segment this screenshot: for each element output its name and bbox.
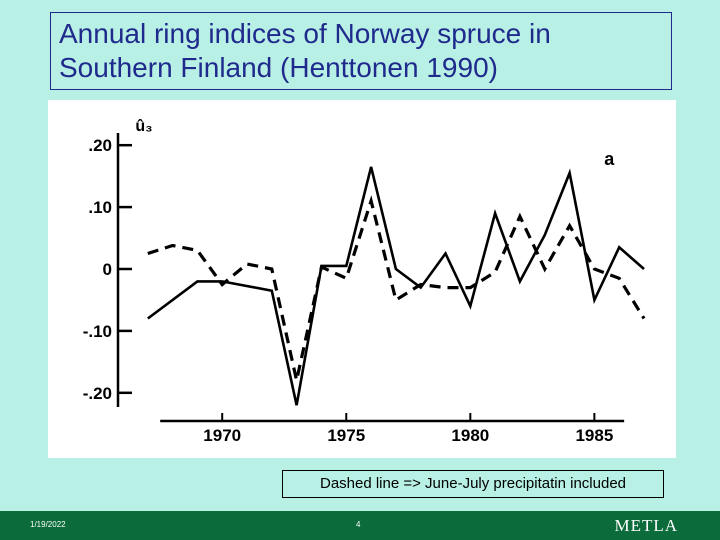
y-tick-label: -.10 xyxy=(83,322,112,341)
title-line-1: Annual ring indices of Norway spruce in xyxy=(59,18,551,49)
y-axis-label: û₃ xyxy=(135,118,152,135)
ring-index-chart: .20 .10 0 -.10 -.20 1970 1975 1980 1985 û₃ a xyxy=(83,118,646,445)
x-tick-label: 1970 xyxy=(203,426,241,445)
x-tick-label: 1985 xyxy=(575,426,613,445)
y-tick-label: .20 xyxy=(88,136,112,155)
y-tick-label: .10 xyxy=(88,198,112,217)
y-tick-label: 0 xyxy=(103,260,112,279)
x-tick-label: 1975 xyxy=(327,426,365,445)
footer-date: 1/19/2022 xyxy=(30,520,66,529)
footer-page-number: 4 xyxy=(356,520,361,529)
slide-title: Annual ring indices of Norway spruce in … xyxy=(50,12,672,90)
title-line-2: Southern Finland (Henttonen 1990) xyxy=(59,52,498,83)
footer-bar: 1/19/2022 4 METLA xyxy=(0,511,720,540)
chart-panel: .20 .10 0 -.10 -.20 1970 1975 1980 1985 û₃ a xyxy=(48,100,676,458)
solid-series-line xyxy=(147,166,645,406)
x-tick-label: 1980 xyxy=(451,426,489,445)
y-tick-label: -.20 xyxy=(83,384,112,403)
dashed-series-line xyxy=(147,195,646,381)
panel-label: a xyxy=(604,149,615,169)
metla-logo: METLA xyxy=(614,516,678,535)
chart-caption: Dashed line => June-July precipitatin in… xyxy=(282,470,664,498)
